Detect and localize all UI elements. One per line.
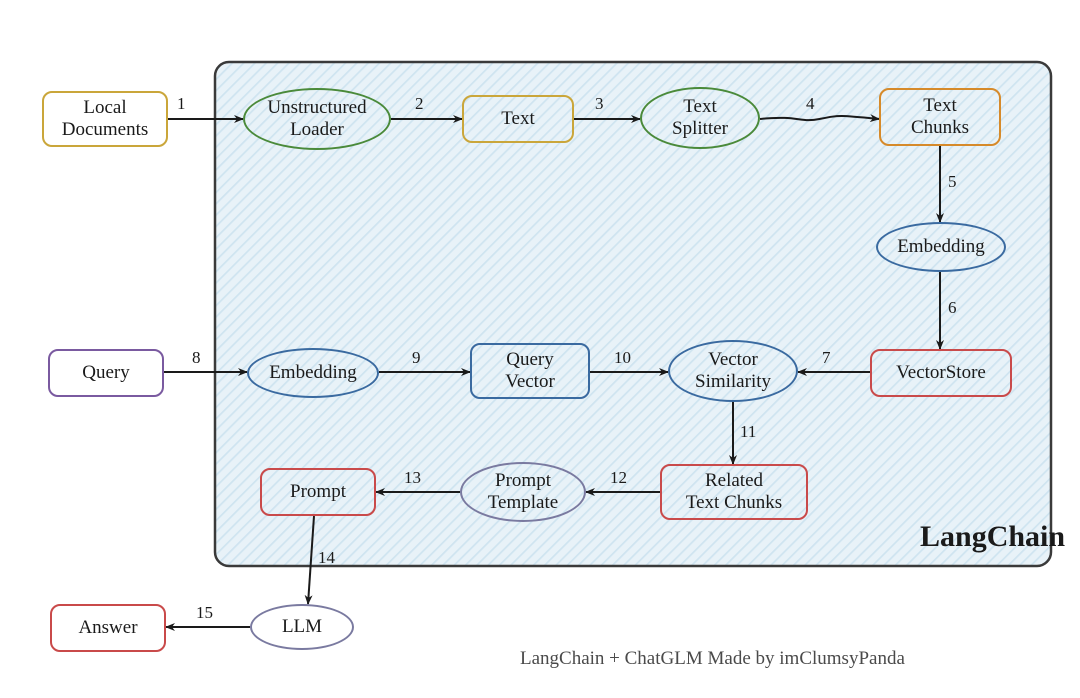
- edge-label-e15: 15: [196, 603, 213, 623]
- node-query: Query: [48, 349, 164, 397]
- edge-label-e14: 14: [318, 548, 335, 568]
- node-label: Vector Similarity: [695, 349, 771, 393]
- node-query-vector: Query Vector: [470, 343, 590, 399]
- edge-label-e8: 8: [192, 348, 201, 368]
- node-text-chunks: Text Chunks: [879, 88, 1001, 146]
- node-vector-sim: Vector Similarity: [668, 340, 798, 402]
- node-label: Embedding: [897, 236, 985, 258]
- edge-e4: [760, 116, 879, 120]
- node-unstruct-loader: Unstructured Loader: [243, 88, 391, 150]
- edge-label-e11: 11: [740, 422, 756, 442]
- node-text: Text: [462, 95, 574, 143]
- node-prompt: Prompt: [260, 468, 376, 516]
- credit-text: LangChain + ChatGLM Made by imClumsyPand…: [520, 648, 905, 670]
- node-embedding1: Embedding: [876, 222, 1006, 272]
- edge-label-e12: 12: [610, 468, 627, 488]
- node-text-splitter: Text Splitter: [640, 87, 760, 149]
- edge-label-e4: 4: [806, 94, 815, 114]
- node-label: Related Text Chunks: [686, 470, 782, 514]
- node-label: Answer: [78, 617, 137, 639]
- node-label: Query Vector: [505, 349, 555, 393]
- node-llm: LLM: [250, 604, 354, 650]
- edge-label-e7: 7: [822, 348, 831, 368]
- node-answer: Answer: [50, 604, 166, 652]
- edge-label-e5: 5: [948, 172, 957, 192]
- edge-label-e2: 2: [415, 94, 424, 114]
- edge-label-e6: 6: [948, 298, 957, 318]
- node-related-chunks: Related Text Chunks: [660, 464, 808, 520]
- edge-label-e1: 1: [177, 94, 186, 114]
- diagram-canvas: Local Documents Unstructured Loader Text Te…: [0, 0, 1080, 698]
- node-local-docs: Local Documents: [42, 91, 168, 147]
- node-label: Local Documents: [62, 97, 149, 141]
- edge-label-e9: 9: [412, 348, 421, 368]
- node-label: LLM: [282, 616, 322, 638]
- node-prompt-template: Prompt Template: [460, 462, 586, 522]
- edge-label-e3: 3: [595, 94, 604, 114]
- frame-label: LangChain: [920, 520, 1065, 554]
- node-label: Unstructured Loader: [267, 97, 366, 141]
- node-label: Prompt Template: [488, 470, 558, 514]
- node-vectorstore: VectorStore: [870, 349, 1012, 397]
- node-embedding2: Embedding: [247, 348, 379, 398]
- node-label: Prompt: [290, 481, 346, 503]
- node-label: Query: [82, 362, 129, 384]
- node-label: VectorStore: [896, 362, 986, 384]
- node-label: Text: [501, 108, 535, 130]
- edge-label-e10: 10: [614, 348, 631, 368]
- edge-label-e13: 13: [404, 468, 421, 488]
- node-label: Embedding: [269, 362, 357, 384]
- node-label: Text Splitter: [672, 96, 728, 140]
- edge-e14: [308, 516, 314, 604]
- node-label: Text Chunks: [911, 95, 969, 139]
